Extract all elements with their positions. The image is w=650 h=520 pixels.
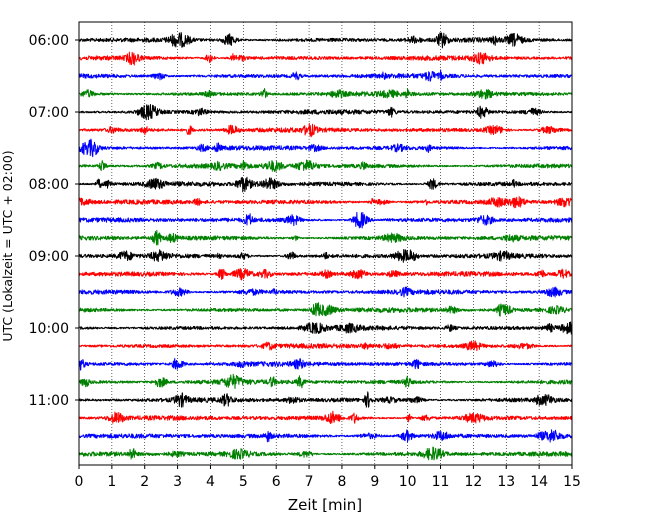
- plot-frame: [78, 21, 573, 466]
- y-tick-label: 06:00: [29, 33, 69, 49]
- seismic-trace: [78, 196, 573, 209]
- y-tick-label: 09:00: [29, 249, 69, 265]
- x-tick-label: 10: [399, 474, 417, 490]
- seismic-trace: [78, 321, 573, 335]
- seismic-trace: [78, 340, 573, 352]
- x-tick-label: 2: [140, 474, 149, 490]
- x-tick-label: 9: [370, 474, 379, 490]
- seismic-trace: [78, 211, 573, 229]
- x-tick-label: 15: [563, 474, 581, 490]
- seismic-trace: [78, 268, 573, 281]
- x-tick-label: 0: [75, 474, 84, 490]
- y-axis-label: UTC (Lokalzeit = UTC + 02:00): [0, 150, 15, 341]
- x-tick-label: 14: [530, 474, 548, 490]
- seismic-trace: [78, 159, 573, 173]
- x-tick-label: 7: [305, 474, 314, 490]
- x-tick-label: 5: [239, 474, 248, 490]
- x-tick-label: 13: [497, 474, 515, 490]
- x-axis-label: Zeit [min]: [288, 496, 362, 514]
- seismic-trace: [78, 429, 573, 443]
- seismic-trace: [78, 357, 573, 371]
- y-tick-label: 07:00: [29, 105, 69, 121]
- seismic-trace: [78, 176, 573, 193]
- seismic-traces: [78, 31, 573, 461]
- x-tick-label: 6: [272, 474, 281, 490]
- x-tick-label: 3: [173, 474, 182, 490]
- seismic-trace: [78, 31, 573, 49]
- y-tick-label: 08:00: [29, 177, 69, 193]
- seismic-trace: [78, 446, 573, 461]
- seismic-trace: [78, 286, 573, 298]
- seismic-trace: [78, 123, 573, 138]
- x-axis-ticks: 0 1 2 3 4 5 6 7 8 9 10 11 12 13 14 15: [75, 465, 581, 490]
- y-axis-ticks: 06:00 07:00 08:00 09:00 10:00 11:00: [29, 33, 79, 409]
- seismic-trace: [78, 391, 573, 408]
- x-tick-label: 1: [107, 474, 116, 490]
- x-tick-label: 12: [464, 474, 482, 490]
- x-tick-label: 8: [337, 474, 346, 490]
- seismic-trace: [78, 104, 573, 121]
- y-tick-label: 11:00: [29, 393, 69, 409]
- seismic-trace: [78, 88, 573, 100]
- seismic-trace: [78, 138, 573, 158]
- seismic-trace: [78, 229, 573, 246]
- grid-lines: [111, 22, 540, 465]
- seismic-trace: [78, 69, 573, 82]
- seismic-trace: [78, 249, 573, 263]
- x-tick-label: 4: [206, 474, 215, 490]
- y-tick-label: 10:00: [29, 321, 69, 337]
- seismic-trace: [78, 51, 573, 66]
- x-tick-label: 11: [432, 474, 450, 490]
- seismic-trace: [78, 410, 573, 425]
- seismic-trace: [78, 302, 573, 317]
- seismic-trace: [78, 373, 573, 389]
